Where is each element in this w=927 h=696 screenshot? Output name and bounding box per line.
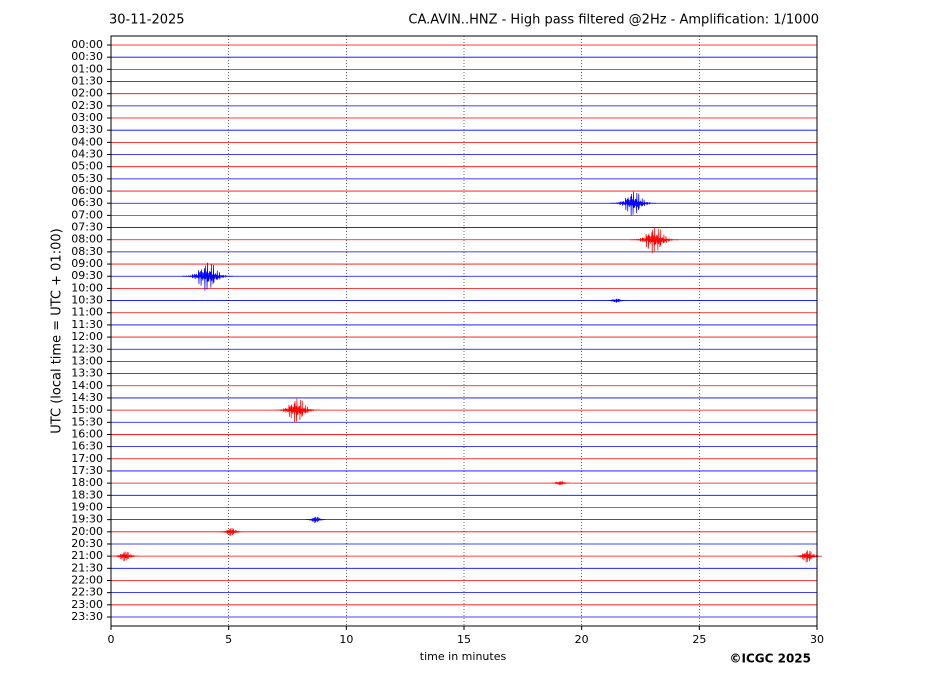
- y-tick-label: 00:30: [71, 50, 103, 63]
- y-tick-label: 09:00: [71, 257, 103, 270]
- y-tick-label: 03:00: [71, 111, 103, 124]
- y-tick-label: 11:30: [71, 318, 103, 331]
- x-tick-label: 10: [339, 633, 353, 646]
- seismic-event: [793, 550, 822, 563]
- seismic-event: [305, 516, 326, 523]
- plot-frame: [110, 35, 818, 627]
- seismic-event: [219, 527, 243, 537]
- x-tick-label: 0: [108, 633, 115, 646]
- y-tick-label: 05:30: [71, 172, 103, 185]
- y-tick-label: 19:00: [71, 500, 103, 513]
- y-tick-label: 17:30: [71, 464, 103, 477]
- y-tick-label: 13:00: [71, 354, 103, 367]
- y-tick-label: 16:30: [71, 440, 103, 453]
- y-tick-label: 06:00: [71, 184, 103, 197]
- y-tick-label: 02:00: [71, 87, 103, 100]
- y-tick-label: 18:00: [71, 476, 103, 489]
- y-tick-label: 20:30: [71, 537, 103, 550]
- y-tick-label: 12:30: [71, 342, 103, 355]
- y-tick-label: 22:00: [71, 573, 103, 586]
- seismic-event: [551, 481, 570, 486]
- y-tick-label: 21:00: [71, 549, 103, 562]
- y-tick-label: 15:30: [71, 415, 103, 428]
- x-axis-label: time in minutes: [420, 650, 507, 663]
- y-tick-label: 19:30: [71, 513, 103, 526]
- seismic-event: [610, 191, 657, 216]
- y-tick-label: 08:00: [71, 233, 103, 246]
- y-tick-label: 01:30: [71, 75, 103, 88]
- y-tick-label: 21:30: [71, 561, 103, 574]
- y-tick-label: 16:00: [71, 427, 103, 440]
- y-tick-label: 00:00: [71, 38, 103, 51]
- y-tick-label: 07:00: [71, 208, 103, 221]
- y-tick-label: 10:00: [71, 281, 103, 294]
- y-tick-label: 05:00: [71, 160, 103, 173]
- x-tick-label: 30: [810, 633, 824, 646]
- y-tick-label: 12:00: [71, 330, 103, 343]
- y-tick-label: 13:30: [71, 367, 103, 380]
- y-tick-label: 04:00: [71, 135, 103, 148]
- seismic-event: [274, 398, 320, 423]
- y-tick-label: 20:00: [71, 525, 103, 538]
- x-tick-label: 20: [575, 633, 589, 646]
- y-axis-label: UTC (local time = UTC + 01:00): [50, 228, 65, 433]
- x-tick-label: 5: [225, 633, 232, 646]
- y-tick-label: 17:00: [71, 452, 103, 465]
- seismic-event: [112, 551, 139, 562]
- y-tick-label: 14:00: [71, 379, 103, 392]
- y-tick-label: 08:30: [71, 245, 103, 258]
- y-tick-label: 07:30: [71, 221, 103, 234]
- seismic-event: [630, 227, 679, 254]
- date: 30-11-2025: [109, 13, 185, 28]
- y-tick-label: 03:30: [71, 123, 103, 136]
- y-tick-label: 23:00: [71, 598, 103, 611]
- y-tick-label: 18:30: [71, 488, 103, 501]
- seismic-event: [181, 262, 234, 291]
- y-tick-label: 02:30: [71, 99, 103, 112]
- y-tick-label: 23:30: [71, 610, 103, 623]
- y-tick-label: 15:00: [71, 403, 103, 416]
- x-tick-label: 15: [457, 633, 471, 646]
- chart-title: CA.AVIN..HNZ - High pass filtered @2Hz -…: [408, 13, 819, 28]
- y-tick-label: 09:30: [71, 269, 103, 282]
- y-tick-label: 01:00: [71, 62, 103, 75]
- y-tick-label: 10:30: [71, 294, 103, 307]
- x-tick-label: 25: [692, 633, 706, 646]
- y-tick-label: 04:30: [71, 148, 103, 161]
- seismic-event: [608, 298, 626, 303]
- y-tick-label: 11:00: [71, 306, 103, 319]
- y-tick-label: 22:30: [71, 586, 103, 599]
- y-tick-label: 14:30: [71, 391, 103, 404]
- y-tick-label: 06:30: [71, 196, 103, 209]
- copyright: ©ICGC 2025: [729, 652, 811, 666]
